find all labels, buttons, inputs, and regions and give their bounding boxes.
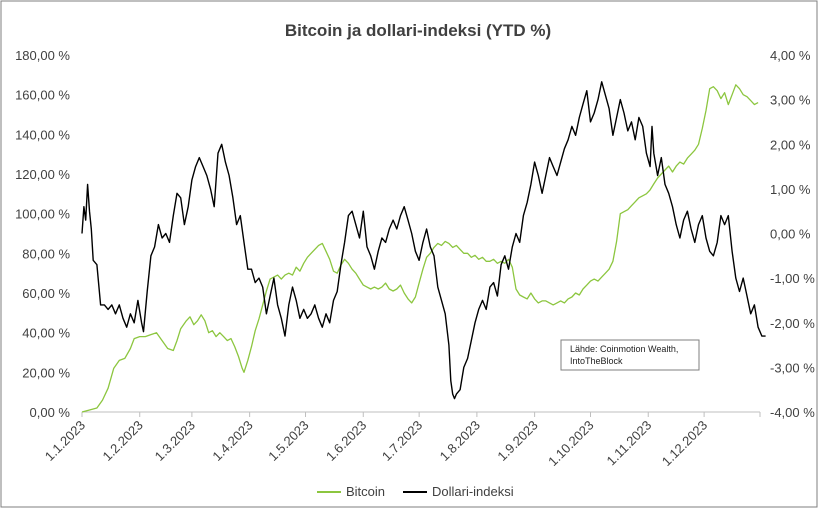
y-left-tick-label: 120,00 %	[15, 167, 70, 182]
legend-label-dollar-index: Dollari-indeksi	[432, 484, 514, 499]
legend: Bitcoin Dollari-indeksi	[317, 484, 514, 499]
y-left-tick-label: 80,00 %	[22, 246, 70, 261]
y-right-tick-label: -1,00 %	[770, 271, 815, 286]
source-note-line-1: Lähde: Coinmotion Wealth,	[570, 344, 678, 354]
legend-label-bitcoin: Bitcoin	[346, 484, 385, 499]
y-right-tick-label: -4,00 %	[770, 405, 815, 420]
y-left-tick-label: 60,00 %	[22, 286, 70, 301]
y-left-tick-label: 20,00 %	[22, 365, 70, 380]
y-right-tick-label: 1,00 %	[770, 182, 811, 197]
y-left-tick-label: 100,00 %	[15, 207, 70, 222]
y-right-tick-label: 2,00 %	[770, 137, 811, 152]
series-lines	[81, 81, 766, 413]
y-right-tick-label: 0,00 %	[770, 227, 811, 242]
chart-title: Bitcoin ja dollari-indeksi (YTD %)	[285, 21, 551, 40]
y-right-tick-label: -2,00 %	[770, 316, 815, 331]
y-right-tick-label: 4,00 %	[770, 48, 811, 63]
y-right-tick-label: 3,00 %	[770, 93, 811, 108]
y-left-tick-label: 0,00 %	[30, 405, 71, 420]
source-note-line-2: IntoTheBlock	[570, 356, 623, 366]
source-note-frame	[560, 339, 700, 371]
y-left-tick-label: 180,00 %	[15, 48, 70, 63]
source-note-box: Lähde: Coinmotion Wealth, IntoTheBlock	[560, 339, 700, 371]
y-left-tick-label: 140,00 %	[15, 127, 70, 142]
series-line-bitcoin	[81, 84, 759, 413]
series-line-dollar-index	[81, 81, 766, 400]
y-left-tick-label: 160,00 %	[15, 88, 70, 103]
y-right-tick-label: -3,00 %	[770, 360, 815, 375]
y-left-tick-label: 40,00 %	[22, 326, 70, 341]
